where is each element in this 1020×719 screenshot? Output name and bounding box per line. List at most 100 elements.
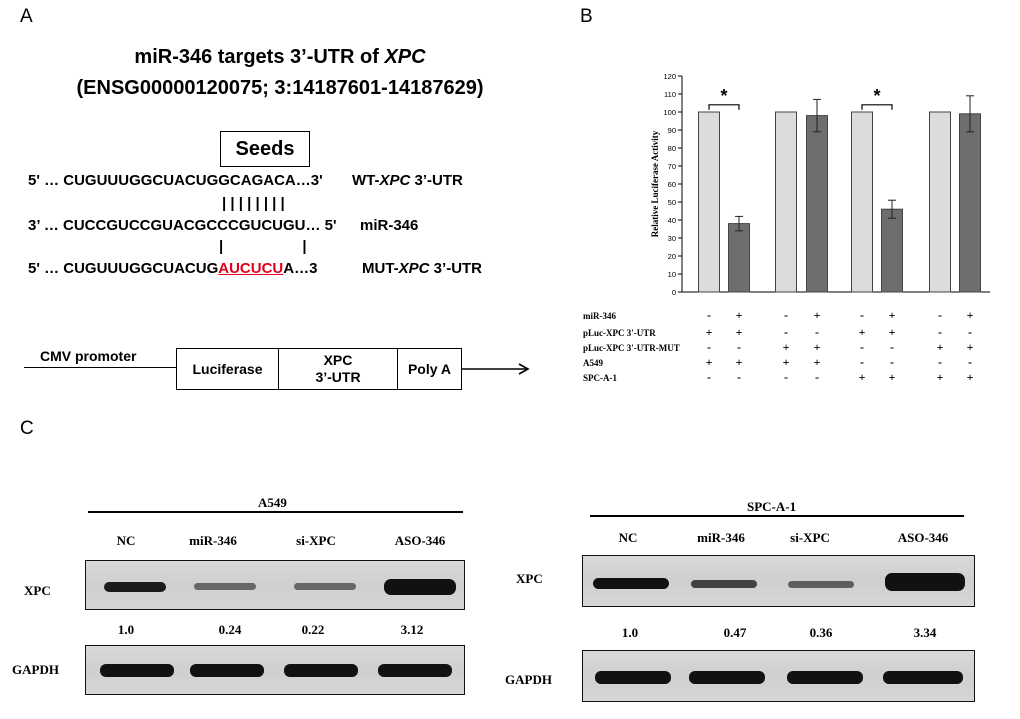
condition-mark: - bbox=[860, 355, 864, 369]
mut-label-prefix: MUT- bbox=[362, 260, 399, 277]
right-cell-line-label: SPC-A-1 bbox=[747, 499, 797, 514]
left-xpc-blot bbox=[85, 560, 465, 610]
condition-mark: + bbox=[936, 370, 944, 384]
left-lane-label: NC bbox=[116, 533, 136, 548]
bar bbox=[806, 115, 828, 293]
y-tick-label: 120 bbox=[663, 72, 676, 81]
condition-mark: + bbox=[813, 308, 821, 322]
condition-mark: - bbox=[890, 355, 894, 369]
condition-mark: - bbox=[707, 340, 711, 354]
condition-row-label: SPC-A-1 bbox=[583, 373, 617, 383]
condition-mark: + bbox=[966, 370, 974, 384]
mut-label-gene: XPC bbox=[398, 260, 430, 277]
right-quant-value: 3.34 bbox=[913, 625, 937, 640]
luciferase-bar-chart: 0 10 20 30 40 50 60 70 80 90 100 110 120 Relative Luc… bbox=[650, 72, 990, 297]
significance-star: * bbox=[720, 86, 727, 106]
condition-mark: - bbox=[968, 355, 972, 369]
right-gapdh-blot bbox=[582, 650, 975, 702]
polya-box: Poly A bbox=[397, 348, 462, 390]
right-xpc-blot bbox=[582, 555, 975, 607]
right-lane-label: si-XPC bbox=[790, 530, 830, 545]
condition-mark: + bbox=[735, 308, 743, 322]
left-quant-value: 3.12 bbox=[400, 622, 424, 637]
condition-mark: - bbox=[938, 308, 942, 322]
wt-label-suffix: 3’-UTR bbox=[410, 172, 463, 189]
panel-a-title-line1: miR-346 targets 3’-UTR of XPC bbox=[20, 46, 540, 69]
mut-label-suffix: 3’-UTR bbox=[429, 260, 483, 277]
condition-mark: + bbox=[705, 355, 713, 369]
condition-mark: - bbox=[707, 308, 711, 322]
condition-mark: + bbox=[705, 325, 713, 339]
mut-seq-mutated: AUCUCU bbox=[218, 260, 284, 277]
mut-seq-post: A…3 bbox=[283, 260, 318, 277]
y-tick-label: 100 bbox=[663, 108, 676, 117]
condition-mark: + bbox=[813, 355, 821, 369]
y-axis-title: Relative Luciferase Activity bbox=[650, 130, 660, 237]
title-prefix: miR-346 targets 3’-UTR of bbox=[134, 46, 385, 68]
right-lane-label: miR-346 bbox=[697, 530, 745, 545]
y-tick-label: 10 bbox=[668, 270, 676, 279]
right-cell-line-rule bbox=[590, 515, 964, 517]
significance-star: * bbox=[873, 86, 880, 106]
condition-mark: - bbox=[860, 340, 864, 354]
mir-sequence: 3’ … CUCCGUCCGUACGCCCGUCUGU… 5' bbox=[28, 217, 337, 234]
left-quant-value: 0.24 bbox=[218, 622, 242, 637]
condition-mark: - bbox=[968, 325, 972, 339]
y-tick-label: 30 bbox=[668, 234, 676, 243]
y-tick-label: 0 bbox=[672, 288, 676, 297]
condition-row-label: pLuc-XPC 3'-UTR bbox=[583, 328, 656, 338]
y-tick-label: 60 bbox=[668, 180, 676, 189]
left-quant-value: 1.0 bbox=[117, 622, 135, 637]
condition-row-label: miR-346 bbox=[583, 311, 616, 321]
y-tick-label: 50 bbox=[668, 198, 676, 207]
right-quant-value: 0.36 bbox=[809, 625, 833, 640]
y-tick-label: 80 bbox=[668, 144, 676, 153]
bar bbox=[851, 111, 873, 293]
condition-mark: - bbox=[737, 370, 741, 384]
title-gene: XPC bbox=[384, 46, 426, 68]
condition-mark: + bbox=[858, 325, 866, 339]
significance-bracket bbox=[861, 104, 893, 110]
left-lane-label: ASO-346 bbox=[394, 533, 446, 548]
condition-mark: - bbox=[737, 340, 741, 354]
condition-mark: + bbox=[735, 355, 743, 369]
mut-sequence: 5' … CUGUUUGGCUACUGAUCUCUA…3 bbox=[28, 260, 317, 277]
wt-label-gene: XPC bbox=[379, 172, 411, 189]
left-xpc-label: XPC bbox=[24, 583, 51, 598]
left-quant-value: 0.22 bbox=[301, 622, 325, 637]
mut-seq-pre: 5' … CUGUUUGGCUACUG bbox=[28, 260, 219, 277]
condition-mark: + bbox=[782, 355, 790, 369]
wt-pairing-lines: | | | | | | | | bbox=[222, 195, 285, 212]
luciferase-box: Luciferase bbox=[176, 348, 279, 390]
panel-a-title-line2: (ENSG00000120075; 3:14187601-14187629) bbox=[76, 77, 484, 99]
condition-mark: + bbox=[858, 370, 866, 384]
condition-mark: + bbox=[735, 325, 743, 339]
left-lane-label: miR-346 bbox=[189, 533, 237, 548]
condition-mark: - bbox=[938, 325, 942, 339]
condition-mark: - bbox=[860, 308, 864, 322]
condition-mark: - bbox=[707, 370, 711, 384]
right-lane-label: ASO-346 bbox=[897, 530, 949, 545]
panel-b-letter: B bbox=[580, 6, 593, 27]
condition-mark: + bbox=[888, 370, 896, 384]
right-lane-label: NC bbox=[618, 530, 638, 545]
xpc-utr-line2: 3’-UTR bbox=[315, 369, 361, 385]
right-quant-value: 1.0 bbox=[621, 625, 639, 640]
condition-mark: - bbox=[784, 370, 788, 384]
xpc-utr-line1: XPC bbox=[323, 352, 353, 368]
bar bbox=[881, 208, 903, 293]
y-tick-label: 20 bbox=[668, 252, 676, 261]
y-tick-label: 40 bbox=[668, 216, 676, 225]
mir-label: miR-346 bbox=[360, 217, 419, 234]
condition-mark: - bbox=[938, 355, 942, 369]
right-quant-value: 0.47 bbox=[723, 625, 747, 640]
bar bbox=[959, 113, 981, 293]
bar bbox=[775, 111, 797, 293]
y-tick-label: 70 bbox=[668, 162, 676, 171]
left-gapdh-blot bbox=[85, 645, 465, 695]
xpc-utr-box: XPC 3’-UTR bbox=[278, 348, 398, 390]
left-lane-label: si-XPC bbox=[296, 533, 336, 548]
cmv-promoter-label: CMV promoter bbox=[40, 348, 137, 364]
seeds-box: Seeds bbox=[220, 131, 310, 167]
mut-label: MUT-XPC 3’-UTR bbox=[362, 260, 482, 277]
